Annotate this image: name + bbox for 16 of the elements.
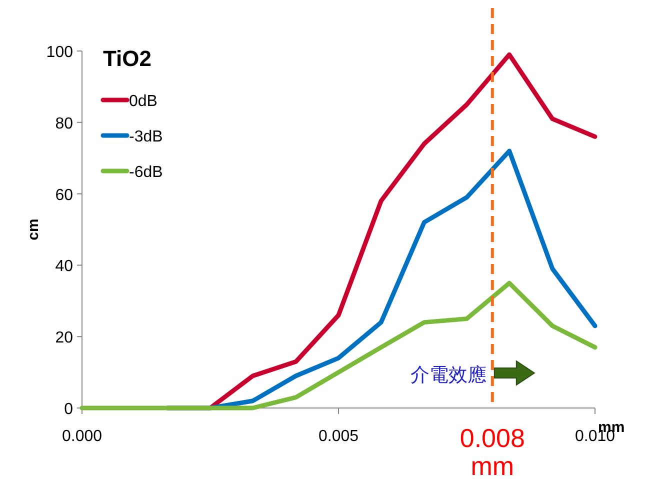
y-tick-label: 20: [55, 330, 74, 347]
x-tick-label: 0.010: [574, 428, 616, 445]
y-tick-label: 80: [55, 115, 74, 132]
legend-title: TiO2: [103, 46, 152, 71]
legend-label: 0dB: [129, 93, 158, 110]
x-tick-label: 0.000: [62, 428, 102, 445]
x-tick-label: 0.005: [318, 428, 359, 445]
legend-label: -6dB: [129, 164, 163, 181]
annotation: 介電效應: [410, 364, 486, 386]
y-tick-label: 40: [55, 258, 74, 276]
y-tick-label: 60: [55, 186, 74, 204]
y-axis-title: cm: [25, 218, 42, 240]
y-tick-label: 0: [64, 401, 74, 418]
legend-label: -3dB: [129, 128, 163, 146]
y-tick-label: 100: [46, 44, 74, 61]
ref-line-label: 0.008 mm: [460, 423, 525, 479]
